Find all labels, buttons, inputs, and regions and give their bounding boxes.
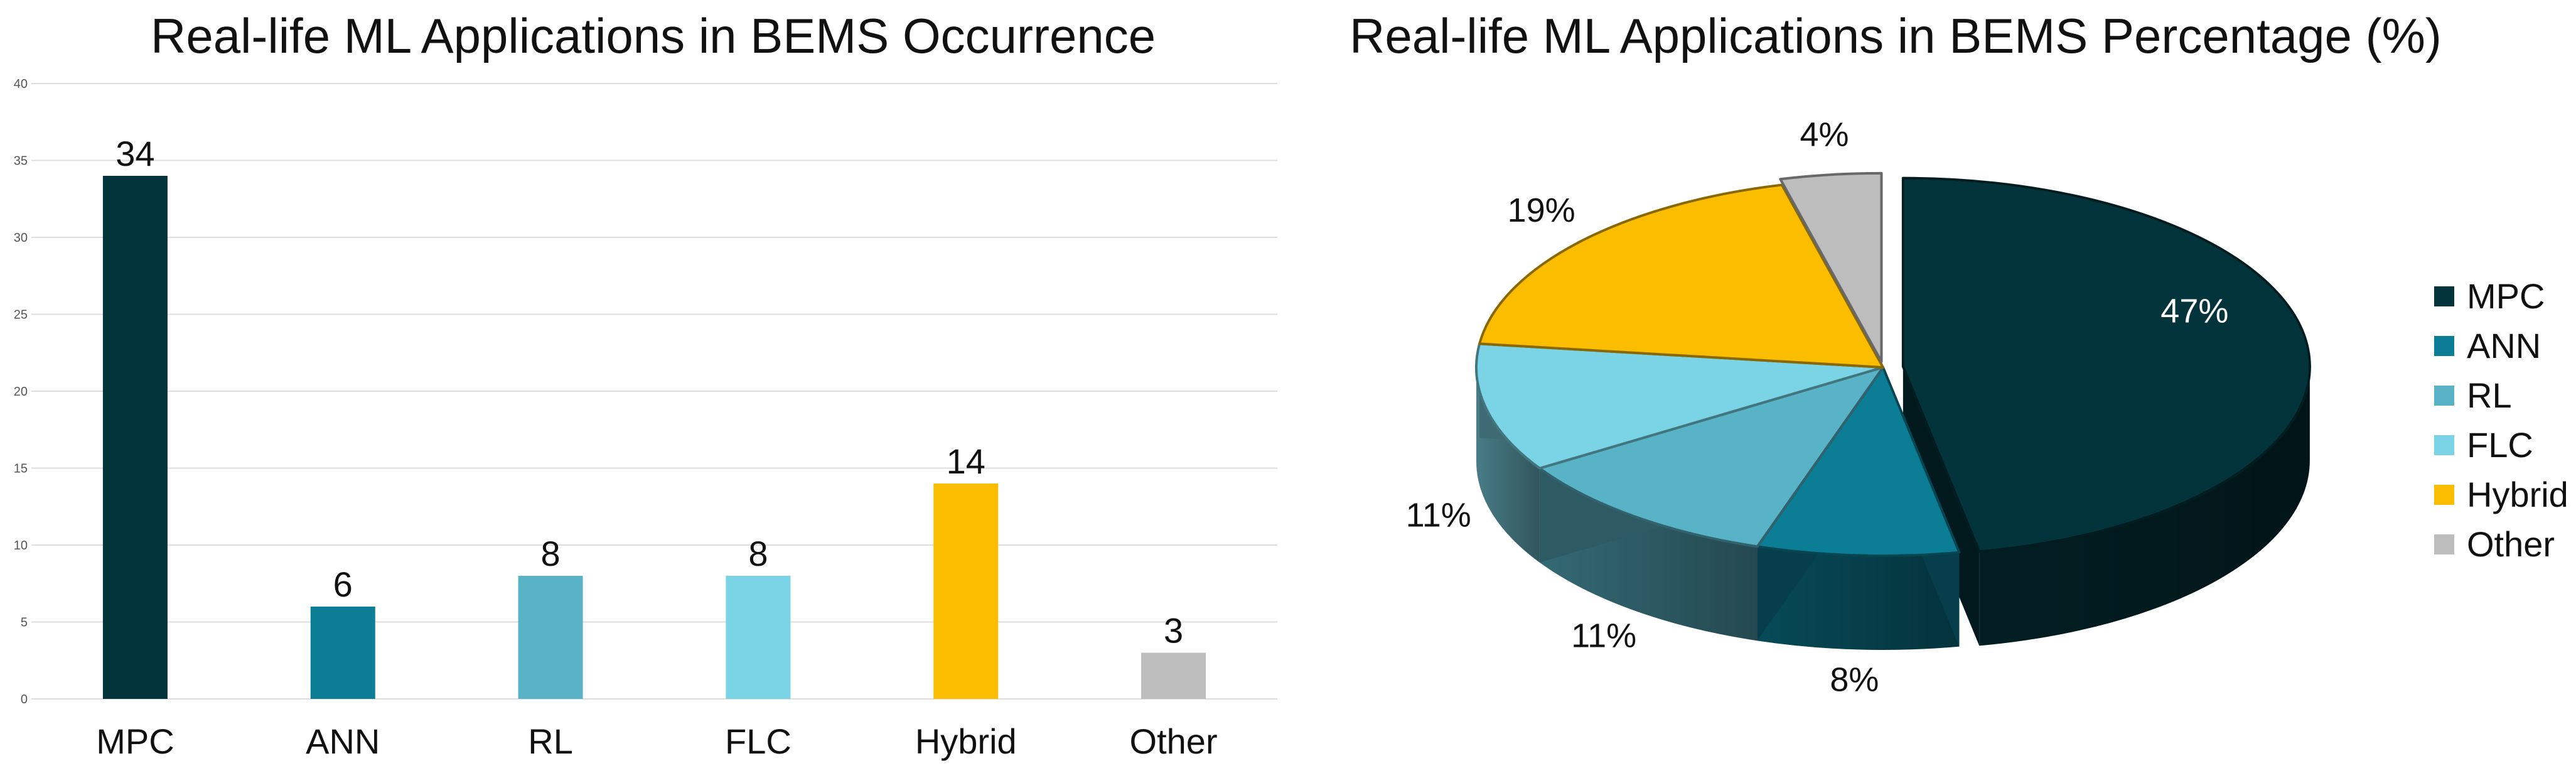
bar-value-label: 6 xyxy=(333,565,353,604)
legend-swatch xyxy=(2434,534,2454,554)
bar xyxy=(726,576,791,699)
legend-swatch xyxy=(2434,385,2454,406)
pie-value-label: 4% xyxy=(1800,116,1849,153)
legend-item: MPC xyxy=(2434,271,2568,321)
pie-slice xyxy=(1901,176,2311,553)
legend-swatch xyxy=(2434,335,2454,356)
legend-label: RL xyxy=(2467,376,2512,415)
pie-chart-title: Real-life ML Applications in BEMS Percen… xyxy=(1350,8,2442,63)
y-tick-label: 5 xyxy=(21,616,28,630)
y-tick-label: 0 xyxy=(21,693,28,706)
x-tick-label: MPC xyxy=(96,722,174,761)
bar-value-label: 8 xyxy=(748,534,768,573)
pie-slice xyxy=(1538,366,1884,548)
legend-item: RL xyxy=(2434,370,2568,420)
x-tick-label: Other xyxy=(1130,722,1218,761)
bar-value-label: 34 xyxy=(115,134,154,173)
legend-item: Other xyxy=(2434,519,2568,569)
pie-value-label: 47% xyxy=(2160,292,2228,330)
x-tick-label: ANN xyxy=(306,722,380,761)
pie-labels: 47% 8% 11% 11% 19% 4% xyxy=(1406,116,2229,698)
pie-top-faces xyxy=(1475,171,2311,557)
y-tick-label: 35 xyxy=(14,154,28,168)
pie-value-label: 11% xyxy=(1571,617,1636,654)
y-tick-label: 30 xyxy=(14,231,28,245)
legend-label: MPC xyxy=(2467,276,2545,316)
pie-slice xyxy=(1475,342,1884,470)
legend-swatch xyxy=(2434,435,2454,455)
legend-label: Hybrid xyxy=(2467,475,2568,514)
legend-label: ANN xyxy=(2467,326,2541,365)
y-tick-label: 20 xyxy=(14,385,28,399)
bar xyxy=(102,176,168,699)
pie-slice-side-shade xyxy=(1476,367,1540,563)
y-tick-label: 10 xyxy=(14,539,28,553)
legend-label: FLC xyxy=(2467,425,2533,465)
pie-value-label: 11% xyxy=(1406,496,1471,534)
y-tick-label: 25 xyxy=(14,308,28,322)
bar-value-label: 8 xyxy=(541,534,561,573)
pie-slice xyxy=(1478,183,1884,369)
bar xyxy=(518,576,583,699)
bar xyxy=(1141,652,1206,699)
pie-slice-side-shade xyxy=(1979,366,2310,646)
y-tick-label: 15 xyxy=(14,462,28,476)
x-tick-label: Hybrid xyxy=(915,722,1017,761)
bar xyxy=(310,607,375,699)
pie-legend: MPC ANN RL FLC Hybrid Other xyxy=(2434,271,2568,569)
y-tick-label: 40 xyxy=(14,77,28,91)
bar xyxy=(933,484,999,699)
pie-chart: 47% 8% 11% 11% 19% 4% xyxy=(1406,116,2311,698)
pie-slice xyxy=(1756,366,1961,557)
pie-value-label: 19% xyxy=(1508,192,1575,229)
pie-value-label: 8% xyxy=(1830,661,1879,698)
pie-slice-side-shade xyxy=(1757,546,1960,650)
x-tick-label: FLC xyxy=(725,722,792,761)
legend-item: ANN xyxy=(2434,321,2568,370)
legend-label: Other xyxy=(2467,524,2555,564)
legend-item: Hybrid xyxy=(2434,470,2568,519)
bar-chart-title: Real-life ML Applications in BEMS Occurr… xyxy=(151,8,1156,63)
legend-swatch xyxy=(2434,286,2454,306)
bar-value-label: 3 xyxy=(1164,611,1183,651)
bar-chart: 0 5 10 15 20 25 30 35 40 34 MPC 6 ANN 8 RL 8 FLC 14 Hybrid… xyxy=(14,77,1277,761)
legend-item: FLC xyxy=(2434,420,2568,470)
x-tick-label: RL xyxy=(528,722,573,761)
pie-slice xyxy=(1779,171,1883,363)
legend-swatch xyxy=(2434,484,2454,505)
bar-value-label: 14 xyxy=(947,441,985,481)
